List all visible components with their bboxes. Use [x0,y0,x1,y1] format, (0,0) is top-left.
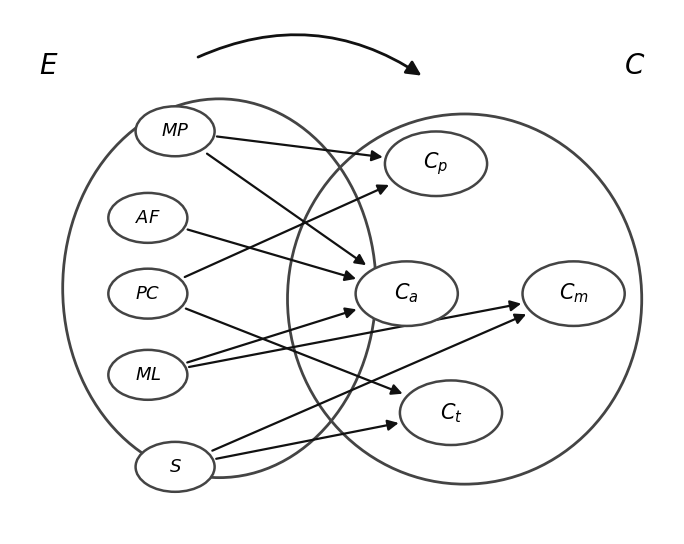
Text: $C_m$: $C_m$ [559,282,588,305]
Ellipse shape [108,350,187,400]
Text: $AF$: $AF$ [135,209,161,227]
Ellipse shape [108,193,187,243]
Text: $PC$: $PC$ [135,285,161,302]
Text: $MP$: $MP$ [161,122,189,140]
Ellipse shape [385,132,487,196]
Text: $E$: $E$ [40,53,59,80]
Ellipse shape [135,106,215,156]
Ellipse shape [108,269,187,319]
Text: $C_t$: $C_t$ [440,401,462,424]
Text: $C_p$: $C_p$ [423,150,449,177]
Ellipse shape [135,442,215,492]
Text: $S$: $S$ [169,458,181,476]
Text: $C_a$: $C_a$ [395,282,419,305]
Text: $ML$: $ML$ [135,366,161,384]
FancyArrowPatch shape [198,35,419,74]
Ellipse shape [400,380,502,445]
Text: $C$: $C$ [624,53,646,80]
Ellipse shape [523,261,624,326]
Ellipse shape [356,261,458,326]
